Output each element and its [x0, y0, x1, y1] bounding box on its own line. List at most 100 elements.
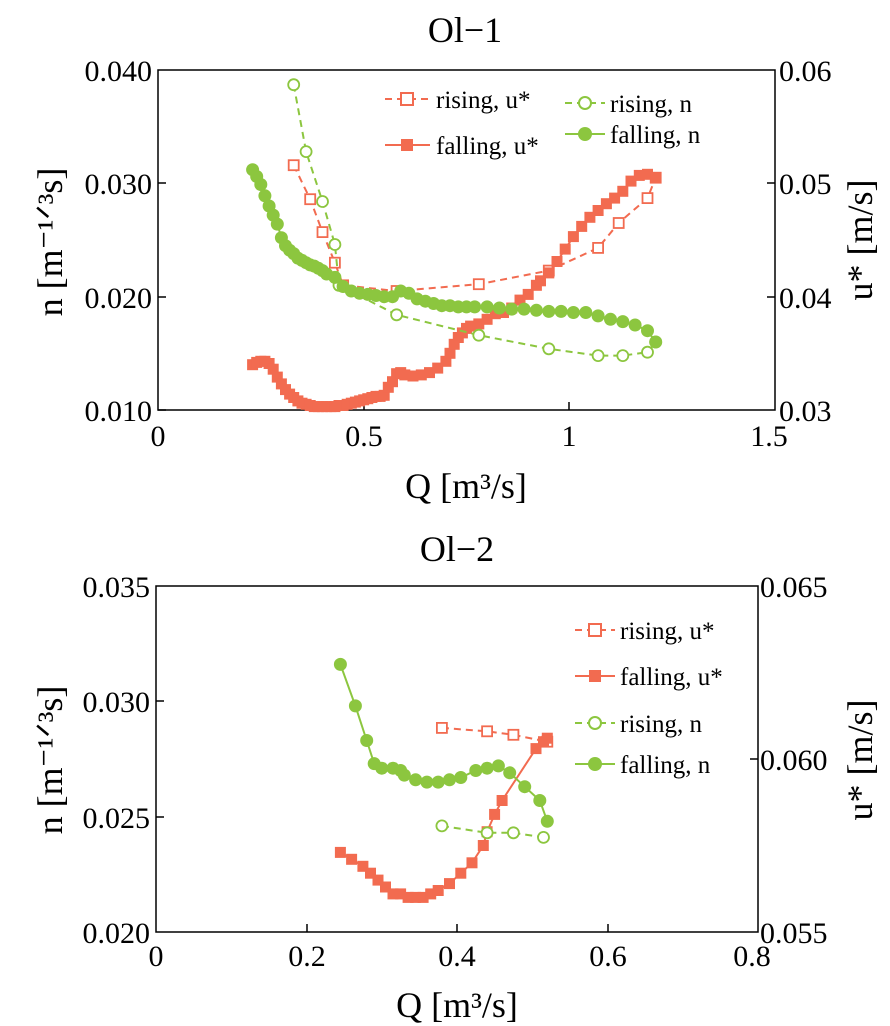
x-tick-label: 0.6	[589, 940, 627, 973]
data-point	[543, 267, 555, 279]
y2-tick-label: 0.055	[760, 917, 828, 950]
data-point	[579, 306, 593, 319]
data-point	[375, 761, 389, 775]
data-point	[334, 846, 346, 858]
y2-tick-label: 0.04	[779, 282, 832, 315]
data-point	[641, 324, 654, 338]
data-point	[592, 241, 604, 254]
data-point	[505, 302, 519, 316]
data-point	[390, 308, 404, 322]
data-point	[415, 369, 427, 381]
x-tick-label: 0.8	[733, 940, 771, 973]
data-point	[397, 768, 411, 782]
data-point	[641, 192, 654, 205]
data-point	[559, 243, 571, 255]
legend-marker	[588, 757, 602, 771]
data-point	[440, 355, 452, 367]
data-point	[592, 205, 604, 216]
data-point	[409, 773, 423, 787]
data-point	[489, 808, 501, 820]
legend-label: falling, u*	[620, 664, 723, 691]
data-point	[254, 178, 268, 191]
data-point	[365, 867, 376, 879]
x-tick-label: 0	[151, 420, 166, 453]
data-point	[491, 759, 505, 773]
data-point	[542, 342, 556, 356]
data-point	[535, 275, 546, 287]
legend-label: falling, n	[620, 752, 711, 779]
data-point	[378, 389, 390, 401]
data-point	[407, 370, 419, 382]
data-point	[348, 699, 362, 713]
y-tick-label: 0.010	[85, 395, 153, 428]
data-point	[616, 315, 630, 329]
y-tick-label: 0.030	[83, 686, 151, 719]
data-point	[576, 220, 588, 232]
legend-marker	[401, 139, 413, 151]
data-point	[395, 888, 407, 900]
x-tick-label: 1.5	[750, 420, 788, 453]
data-point	[455, 867, 467, 879]
data-point	[507, 728, 520, 741]
legend-label: rising, u*	[620, 618, 714, 645]
y-tick-label: 0.020	[85, 282, 153, 315]
series-line-2	[441, 824, 544, 839]
x-tick-label: 0.5	[345, 420, 383, 453]
data-point	[263, 358, 275, 369]
data-point	[567, 231, 579, 243]
legend-marker	[578, 96, 592, 110]
data-point	[435, 722, 448, 734]
data-point	[382, 381, 394, 393]
data-point	[503, 766, 517, 780]
data-point	[472, 328, 486, 342]
data-point	[612, 217, 625, 229]
data-point	[410, 891, 422, 903]
data-point	[628, 318, 642, 332]
y2-axis-label: u* [m/s]	[840, 180, 880, 301]
data-point	[477, 840, 489, 851]
data-point	[496, 795, 508, 806]
data-point	[514, 294, 526, 306]
legend-marker	[588, 623, 602, 637]
legend-marker	[400, 92, 414, 106]
data-point	[617, 185, 629, 197]
data-point	[537, 831, 550, 844]
data-point	[469, 764, 483, 777]
data-point	[425, 888, 437, 900]
data-point	[270, 217, 284, 231]
y-tick-label: 0.030	[85, 168, 153, 201]
data-point	[480, 761, 494, 775]
data-point	[641, 345, 654, 359]
series-line-0	[292, 164, 657, 293]
chart-title: Ol−2	[420, 529, 494, 569]
data-point	[466, 857, 478, 869]
legend-marker	[588, 716, 602, 730]
data-point	[591, 309, 605, 323]
data-point	[480, 826, 494, 840]
data-point	[616, 349, 630, 363]
data-point	[271, 371, 283, 383]
data-point	[625, 175, 637, 187]
data-point	[431, 775, 445, 789]
data-point	[304, 193, 317, 206]
x-axis-label: Q [m³/s]	[405, 466, 527, 506]
y2-tick-label: 0.05	[779, 168, 832, 201]
data-point	[399, 369, 411, 381]
data-point	[542, 304, 556, 318]
data-point	[468, 300, 482, 314]
data-point	[287, 78, 301, 92]
data-point	[443, 773, 456, 787]
y2-tick-label: 0.03	[779, 395, 832, 428]
data-point	[591, 349, 605, 363]
data-point	[333, 657, 347, 671]
x-tick-label: 1	[562, 420, 577, 453]
data-point	[584, 211, 596, 223]
data-point	[402, 891, 414, 903]
data-point	[444, 347, 456, 359]
legend-marker	[589, 670, 601, 682]
data-point	[554, 304, 568, 318]
data-point	[287, 159, 300, 172]
data-point	[387, 376, 398, 388]
data-point	[604, 312, 617, 326]
